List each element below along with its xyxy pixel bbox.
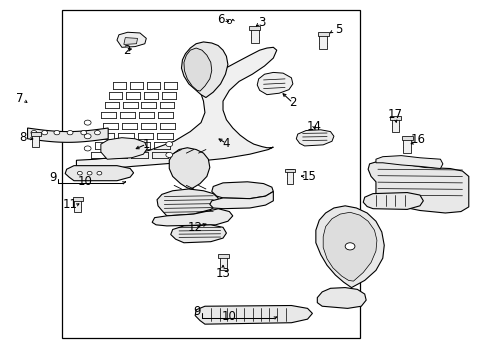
Circle shape [166,141,172,147]
Bar [31,132,41,135]
Text: 16: 16 [411,133,426,146]
Polygon shape [210,192,273,209]
Text: 3: 3 [258,16,266,29]
Polygon shape [316,206,384,288]
Polygon shape [171,225,226,243]
Text: 7: 7 [17,92,24,105]
Circle shape [84,134,91,139]
Polygon shape [376,156,443,168]
Circle shape [31,131,37,135]
Text: 10: 10 [222,310,237,323]
Bar [218,254,229,258]
Circle shape [97,171,102,175]
Circle shape [95,131,100,135]
Bar [62,10,360,338]
Bar [392,117,399,132]
Text: 15: 15 [302,170,317,183]
Bar [251,27,259,42]
Polygon shape [65,166,134,181]
Text: 4: 4 [222,137,230,150]
Circle shape [84,120,91,125]
Polygon shape [184,48,212,91]
Circle shape [54,131,60,135]
Bar [285,168,295,172]
Text: 12: 12 [188,221,203,234]
Polygon shape [195,306,313,324]
Bar [287,169,294,184]
Polygon shape [318,288,366,309]
Bar [73,197,83,201]
Circle shape [81,131,87,135]
Text: 8: 8 [19,131,26,144]
Text: 2: 2 [123,44,130,57]
Polygon shape [212,182,273,199]
Polygon shape [76,47,277,171]
Text: 9: 9 [194,306,201,319]
Text: 13: 13 [216,267,230,280]
Polygon shape [27,128,108,142]
Polygon shape [117,32,147,47]
Bar [74,198,81,212]
Circle shape [87,171,92,175]
Text: 6: 6 [217,13,224,26]
Circle shape [77,171,82,175]
Bar [403,137,411,153]
Polygon shape [101,138,147,159]
Circle shape [67,131,73,135]
Polygon shape [124,38,138,44]
Polygon shape [257,72,293,95]
Bar [220,255,227,270]
Polygon shape [363,193,423,210]
Bar [249,26,260,30]
Bar [390,116,401,120]
Polygon shape [152,209,233,226]
Circle shape [345,243,355,250]
Text: 10: 10 [77,175,92,188]
Text: 1: 1 [143,138,150,150]
Circle shape [42,131,48,135]
Bar [319,33,327,49]
Bar [318,32,329,36]
Polygon shape [169,148,210,189]
Text: 14: 14 [307,121,322,134]
Circle shape [166,152,172,157]
Text: 11: 11 [63,198,77,211]
Polygon shape [296,130,334,146]
Text: 5: 5 [335,23,343,36]
Text: 17: 17 [388,108,403,121]
Text: 2: 2 [289,96,296,109]
Polygon shape [157,189,218,216]
Circle shape [84,146,91,151]
Text: 9: 9 [49,171,57,184]
Polygon shape [368,161,469,213]
Polygon shape [181,42,228,98]
Bar [402,136,413,140]
Bar [32,133,39,147]
Polygon shape [323,212,377,281]
